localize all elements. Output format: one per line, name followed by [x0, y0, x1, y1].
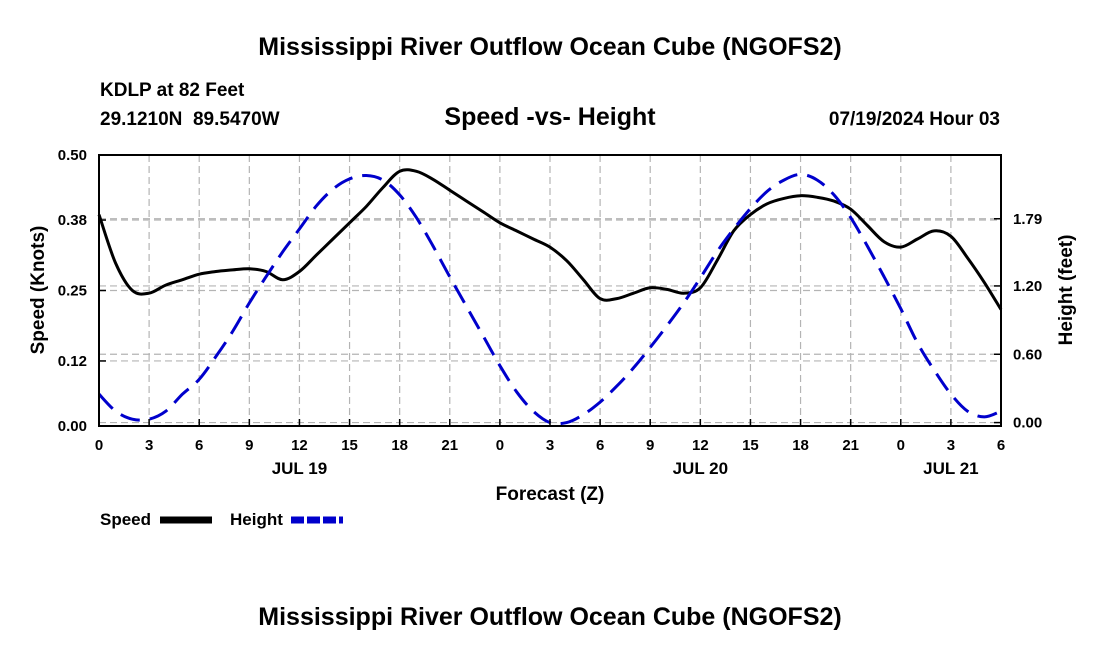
legend: Speed Height — [100, 510, 343, 529]
main-title: Mississippi River Outflow Ocean Cube (NG… — [258, 33, 841, 61]
legend-label-speed: Speed — [100, 510, 151, 529]
x-tick-label: 3 — [546, 437, 554, 454]
x-tick-label: 18 — [391, 437, 408, 454]
x-tick-label: 15 — [742, 437, 759, 454]
series-layer — [97, 168, 1003, 426]
x-tick-label: 6 — [596, 437, 604, 454]
x-tick-label: 0 — [897, 437, 905, 454]
x-tick-label: 12 — [692, 437, 709, 454]
x-tick-label: 21 — [842, 437, 859, 454]
grid-lines — [99, 155, 1001, 426]
y-axis-label: Speed (Knots) — [28, 226, 49, 355]
date-label: JUL 19 — [272, 459, 327, 478]
x-tick-label: 6 — [195, 437, 203, 454]
station-coords: 29.1210N 89.5470W — [100, 109, 280, 130]
x-tick-label: 21 — [441, 437, 458, 454]
y2-tick-label: 0.60 — [1013, 346, 1042, 363]
x-tick-label: 3 — [145, 437, 153, 454]
x-axis: 0 3 6 9 12 15 18 21 0 3 6 9 12 15 18 21 0 3 6 — [95, 419, 1005, 454]
x-tick-label: 18 — [792, 437, 809, 454]
date-label: JUL 20 — [673, 459, 728, 478]
y-tick-label: 0.12 — [58, 353, 87, 370]
x-tick-label: 9 — [245, 437, 253, 454]
y2-tick-label: 1.20 — [1013, 278, 1042, 295]
y-axis-right: 0.00 0.60 1.20 1.79 — [994, 211, 1042, 432]
series-line-speed — [97, 168, 1003, 311]
y-tick-label: 0.25 — [58, 283, 87, 300]
chart-title: Speed -vs- Height — [444, 103, 656, 131]
station-label: KDLP at 82 Feet — [100, 80, 245, 101]
y-tick-label: 0.00 — [58, 418, 87, 435]
x-tick-label: 0 — [95, 437, 103, 454]
date-label: JUL 21 — [923, 459, 978, 478]
date-labels: JUL 19 JUL 20 JUL 21 — [272, 459, 979, 478]
forecast-datetime: 07/19/2024 Hour 03 — [829, 109, 1000, 130]
x-tick-label: 3 — [947, 437, 955, 454]
x-tick-label: 15 — [341, 437, 358, 454]
x-tick-label: 9 — [646, 437, 654, 454]
x-tick-label: 0 — [496, 437, 504, 454]
y2-tick-label: 0.00 — [1013, 415, 1042, 432]
y-tick-label: 0.38 — [58, 212, 87, 229]
y-tick-label: 0.50 — [58, 147, 87, 164]
y2-axis-label: Height (feet) — [1056, 235, 1077, 346]
y2-tick-label: 1.79 — [1013, 211, 1042, 228]
legend-label-height: Height — [230, 510, 283, 529]
x-tick-label: 12 — [291, 437, 308, 454]
x-tick-label: 6 — [997, 437, 1005, 454]
x-axis-label: Forecast (Z) — [496, 484, 605, 505]
y-axis-left: 0.00 0.12 0.25 0.38 0.50 — [58, 147, 106, 435]
footer-title: Mississippi River Outflow Ocean Cube (NG… — [258, 603, 841, 631]
